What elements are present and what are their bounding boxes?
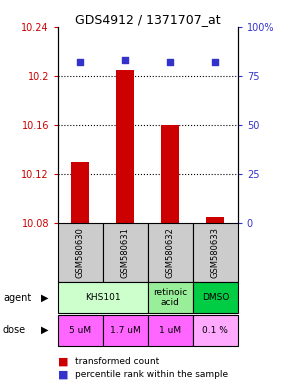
Bar — [193, 223, 238, 282]
Text: retinoic
acid: retinoic acid — [153, 288, 188, 307]
Title: GDS4912 / 1371707_at: GDS4912 / 1371707_at — [75, 13, 221, 26]
Text: agent: agent — [3, 293, 31, 303]
Text: 0.1 %: 0.1 % — [202, 326, 228, 335]
Bar — [103, 223, 148, 282]
Text: KHS101: KHS101 — [85, 293, 121, 302]
Text: 1.7 uM: 1.7 uM — [110, 326, 141, 335]
Point — [213, 59, 218, 65]
Bar — [58, 223, 103, 282]
Bar — [148, 315, 193, 346]
Bar — [58, 282, 148, 313]
Point — [123, 57, 128, 63]
Bar — [161, 125, 179, 223]
Bar — [71, 162, 89, 223]
Text: transformed count: transformed count — [75, 357, 160, 366]
Text: percentile rank within the sample: percentile rank within the sample — [75, 370, 229, 379]
Bar — [193, 282, 238, 313]
Text: dose: dose — [3, 325, 26, 335]
Bar — [206, 217, 224, 223]
Text: GSM580630: GSM580630 — [76, 227, 85, 278]
Text: ▶: ▶ — [41, 293, 49, 303]
Text: GSM580631: GSM580631 — [121, 227, 130, 278]
Text: 5 uM: 5 uM — [69, 326, 92, 335]
Point — [168, 59, 173, 65]
Bar — [193, 315, 238, 346]
Text: ■: ■ — [58, 357, 68, 367]
Bar — [103, 315, 148, 346]
Text: GSM580632: GSM580632 — [166, 227, 175, 278]
Point — [78, 59, 83, 65]
Text: ■: ■ — [58, 369, 68, 379]
Text: ▶: ▶ — [41, 325, 49, 335]
Text: GSM580633: GSM580633 — [211, 227, 220, 278]
Text: 1 uM: 1 uM — [159, 326, 182, 335]
Bar — [148, 282, 193, 313]
Bar — [148, 223, 193, 282]
Text: DMSO: DMSO — [202, 293, 229, 302]
Bar — [117, 70, 135, 223]
Bar — [58, 315, 103, 346]
